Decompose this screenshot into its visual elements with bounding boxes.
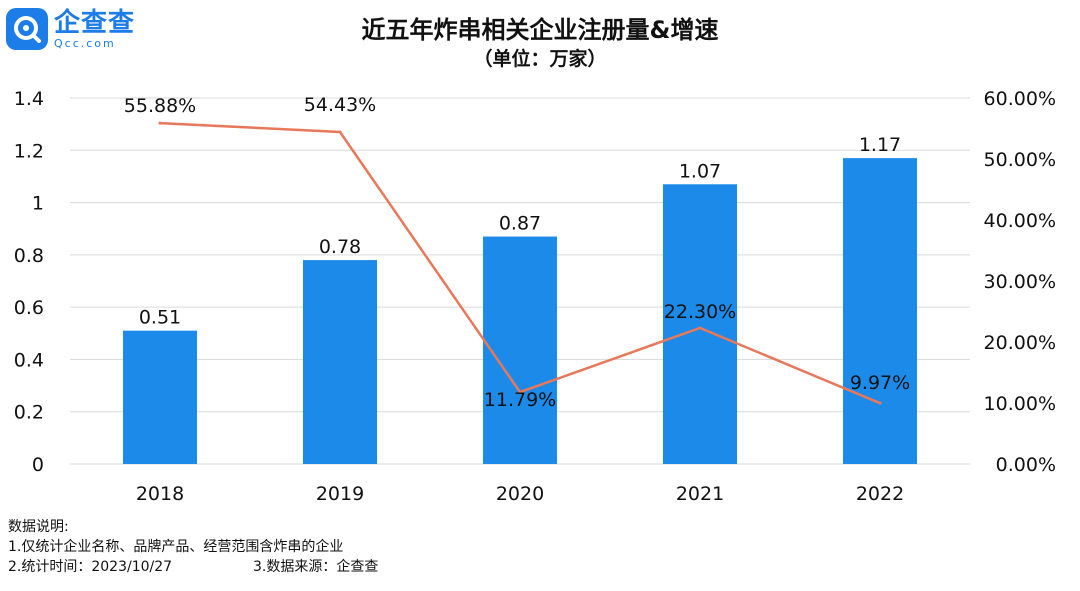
bars <box>123 158 917 464</box>
y-right-tick-label: 50.00% <box>984 149 1056 171</box>
data-notes: 数据说明: 1.仅统计企业名称、品牌产品、经营范围含炸串的企业 2.统计时间：2… <box>8 517 378 577</box>
y-right-tick-label: 60.00% <box>984 88 1056 110</box>
y-right-tick-label: 0.00% <box>996 454 1056 476</box>
notes-line2a: 2.统计时间：2023/10/27 <box>8 559 173 575</box>
axes: 0 0.2 0.4 0.6 0.8 1 1.2 1.4 0.00% 10.00% 20.00% 30.… <box>14 88 1056 505</box>
y-left-tick-label: 0.4 <box>14 349 44 371</box>
logo-sub: Qcc.com <box>54 36 116 50</box>
chart-subtitle: （单位：万家） <box>473 48 607 70</box>
line-value-label: 22.30% <box>664 301 736 323</box>
logo-name: 企查查 <box>54 7 136 38</box>
y-left-tick-label: 0.2 <box>14 402 44 424</box>
y-left-tick-label: 1.2 <box>14 140 44 162</box>
y-right-tick-label: 10.00% <box>984 393 1056 415</box>
bar-value-label: 0.78 <box>319 236 361 258</box>
growth-line <box>158 121 882 405</box>
brand-logo: 企查查 Qcc.com <box>6 8 135 50</box>
notes-heading: 数据说明: <box>8 519 69 535</box>
notes-line1: 1.仅统计企业名称、品牌产品、经营范围含炸串的企业 <box>8 539 344 555</box>
y-left-tick-label: 0.6 <box>14 297 44 319</box>
notes-line2b: 3.数据来源：企查查 <box>253 559 379 575</box>
y-left-tick-label: 1.4 <box>14 88 44 110</box>
line-value-label: 11.79% <box>484 389 556 411</box>
y-left-tick-label: 0 <box>32 454 44 476</box>
qcc-logo-icon <box>6 8 48 50</box>
chart-title: 近五年炸串相关企业注册量&增速 <box>361 16 719 44</box>
bar <box>483 236 557 464</box>
y-right-tick-label: 20.00% <box>984 332 1056 354</box>
bar <box>123 330 197 464</box>
line-value-label: 55.88% <box>124 95 196 117</box>
x-tick-label: 2019 <box>316 483 364 505</box>
y-left-tick-label: 0.8 <box>14 245 44 267</box>
x-tick-label: 2020 <box>496 483 544 505</box>
bar <box>303 260 377 464</box>
data-labels: 0.51 0.78 0.87 1.07 1.17 55.88% 54.43% 11.79% 22… <box>124 94 910 411</box>
bar <box>663 184 737 464</box>
x-tick-label: 2018 <box>136 483 184 505</box>
y-right-tick-label: 30.00% <box>984 271 1056 293</box>
line-point <box>338 130 342 134</box>
x-tick-label: 2022 <box>856 483 904 505</box>
bar <box>843 158 917 464</box>
y-right-tick-label: 40.00% <box>984 210 1056 232</box>
line-point <box>698 326 702 330</box>
y-left-tick-label: 1 <box>32 193 44 215</box>
x-tick-label: 2021 <box>676 483 724 505</box>
line-value-label: 9.97% <box>850 372 910 394</box>
bar-value-label: 0.51 <box>139 307 181 329</box>
bar-value-label: 1.07 <box>679 160 721 182</box>
line-point <box>518 390 522 394</box>
bar-value-label: 0.87 <box>499 213 541 235</box>
line-point <box>878 401 882 405</box>
bar-value-label: 1.17 <box>859 134 901 156</box>
line-point <box>158 121 162 125</box>
line-value-label: 54.43% <box>304 94 376 116</box>
